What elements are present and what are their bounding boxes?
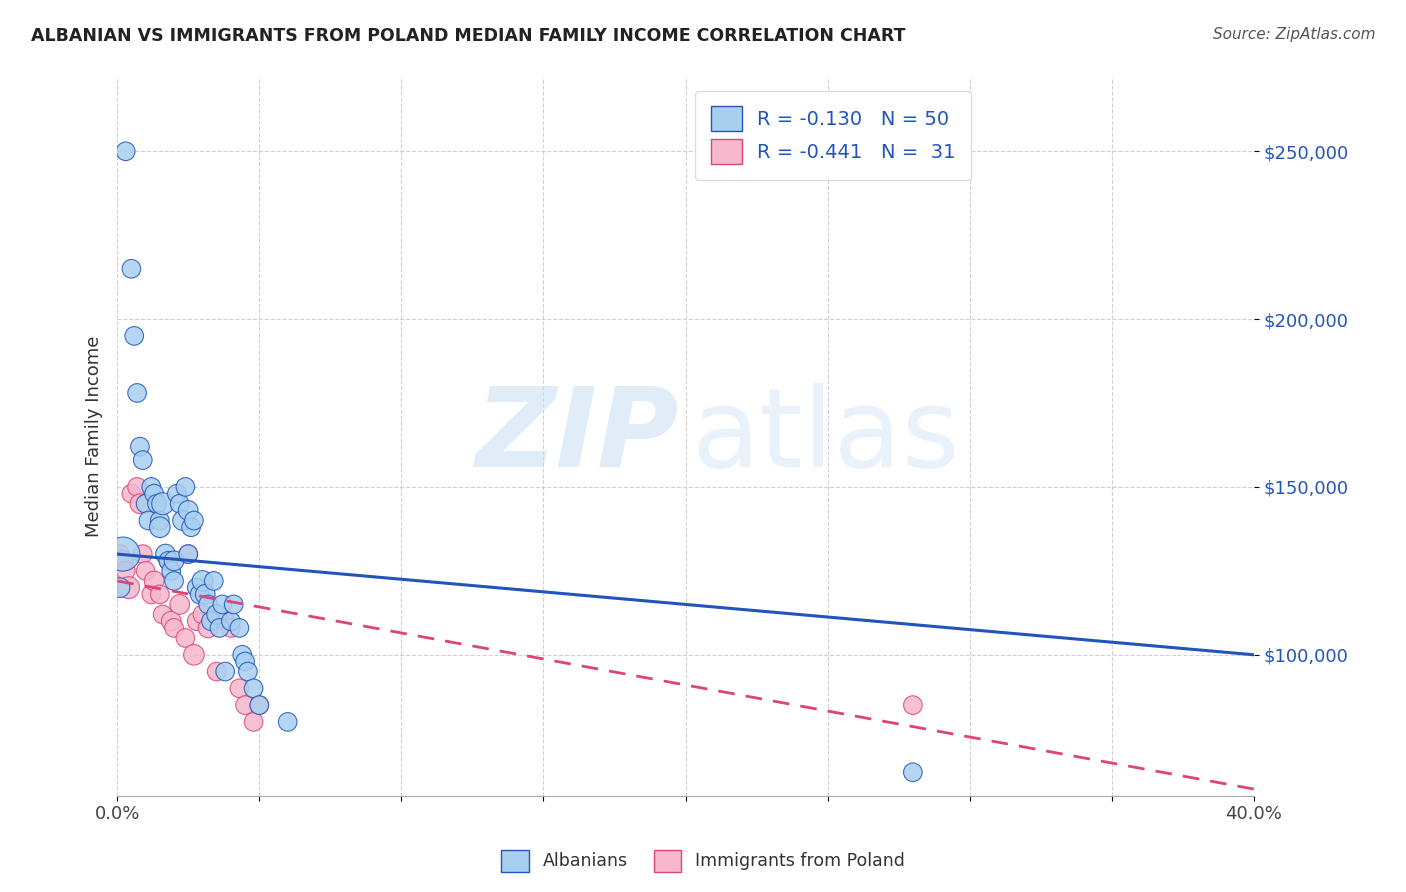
Point bbox=[177, 547, 200, 561]
Point bbox=[214, 665, 236, 679]
Legend: Albanians, Immigrants from Poland: Albanians, Immigrants from Poland bbox=[494, 843, 912, 879]
Point bbox=[197, 598, 219, 612]
Point bbox=[205, 665, 228, 679]
Point bbox=[901, 698, 924, 713]
Point bbox=[111, 547, 134, 561]
Point bbox=[117, 581, 139, 595]
Point bbox=[135, 497, 157, 511]
Point bbox=[149, 587, 172, 601]
Point bbox=[114, 145, 136, 159]
Point bbox=[211, 598, 233, 612]
Point bbox=[219, 614, 242, 628]
Point bbox=[233, 655, 256, 669]
Point bbox=[247, 698, 270, 713]
Point bbox=[188, 587, 211, 601]
Point bbox=[132, 547, 155, 561]
Point bbox=[146, 497, 169, 511]
Point bbox=[111, 554, 134, 568]
Point bbox=[214, 614, 236, 628]
Point bbox=[132, 453, 155, 467]
Point bbox=[155, 547, 177, 561]
Y-axis label: Median Family Income: Median Family Income bbox=[86, 336, 103, 537]
Point bbox=[166, 486, 188, 500]
Point bbox=[242, 681, 264, 696]
Point bbox=[191, 607, 214, 622]
Point bbox=[129, 497, 152, 511]
Point bbox=[183, 514, 205, 528]
Point bbox=[194, 587, 217, 601]
Point bbox=[141, 480, 163, 494]
Point bbox=[135, 564, 157, 578]
Point bbox=[202, 574, 225, 588]
Point bbox=[186, 581, 208, 595]
Point bbox=[200, 614, 222, 628]
Point bbox=[174, 631, 197, 645]
Point bbox=[152, 497, 174, 511]
Point bbox=[191, 574, 214, 588]
Point bbox=[205, 607, 228, 622]
Point bbox=[177, 547, 200, 561]
Point bbox=[233, 698, 256, 713]
Point bbox=[231, 648, 253, 662]
Point bbox=[120, 261, 142, 276]
Point bbox=[163, 621, 186, 635]
Point bbox=[169, 598, 191, 612]
Point bbox=[172, 514, 194, 528]
Point bbox=[143, 486, 166, 500]
Point bbox=[120, 486, 142, 500]
Point bbox=[242, 714, 264, 729]
Point bbox=[122, 329, 145, 343]
Point bbox=[149, 520, 172, 534]
Legend: R = -0.130   N = 50, R = -0.441   N =  31: R = -0.130 N = 50, R = -0.441 N = 31 bbox=[695, 91, 972, 179]
Point bbox=[114, 564, 136, 578]
Point bbox=[228, 621, 250, 635]
Point bbox=[152, 607, 174, 622]
Point bbox=[228, 681, 250, 696]
Point bbox=[125, 480, 148, 494]
Point bbox=[108, 581, 131, 595]
Text: atlas: atlas bbox=[692, 383, 960, 490]
Point bbox=[277, 714, 299, 729]
Point bbox=[157, 554, 180, 568]
Point bbox=[141, 587, 163, 601]
Point bbox=[236, 665, 259, 679]
Point bbox=[125, 386, 148, 401]
Point bbox=[160, 564, 183, 578]
Point bbox=[208, 621, 231, 635]
Point bbox=[143, 574, 166, 588]
Point bbox=[197, 621, 219, 635]
Point bbox=[160, 614, 183, 628]
Point bbox=[163, 554, 186, 568]
Point bbox=[247, 698, 270, 713]
Point bbox=[163, 574, 186, 588]
Point bbox=[174, 480, 197, 494]
Point bbox=[901, 765, 924, 780]
Point bbox=[183, 648, 205, 662]
Point bbox=[177, 503, 200, 517]
Point bbox=[180, 520, 202, 534]
Point bbox=[169, 497, 191, 511]
Point bbox=[219, 621, 242, 635]
Text: Source: ZipAtlas.com: Source: ZipAtlas.com bbox=[1212, 27, 1375, 42]
Text: ALBANIAN VS IMMIGRANTS FROM POLAND MEDIAN FAMILY INCOME CORRELATION CHART: ALBANIAN VS IMMIGRANTS FROM POLAND MEDIA… bbox=[31, 27, 905, 45]
Point bbox=[157, 554, 180, 568]
Point bbox=[149, 514, 172, 528]
Point bbox=[108, 547, 131, 561]
Point bbox=[222, 598, 245, 612]
Point bbox=[129, 440, 152, 454]
Text: ZIP: ZIP bbox=[477, 383, 681, 490]
Point bbox=[186, 614, 208, 628]
Point bbox=[138, 514, 160, 528]
